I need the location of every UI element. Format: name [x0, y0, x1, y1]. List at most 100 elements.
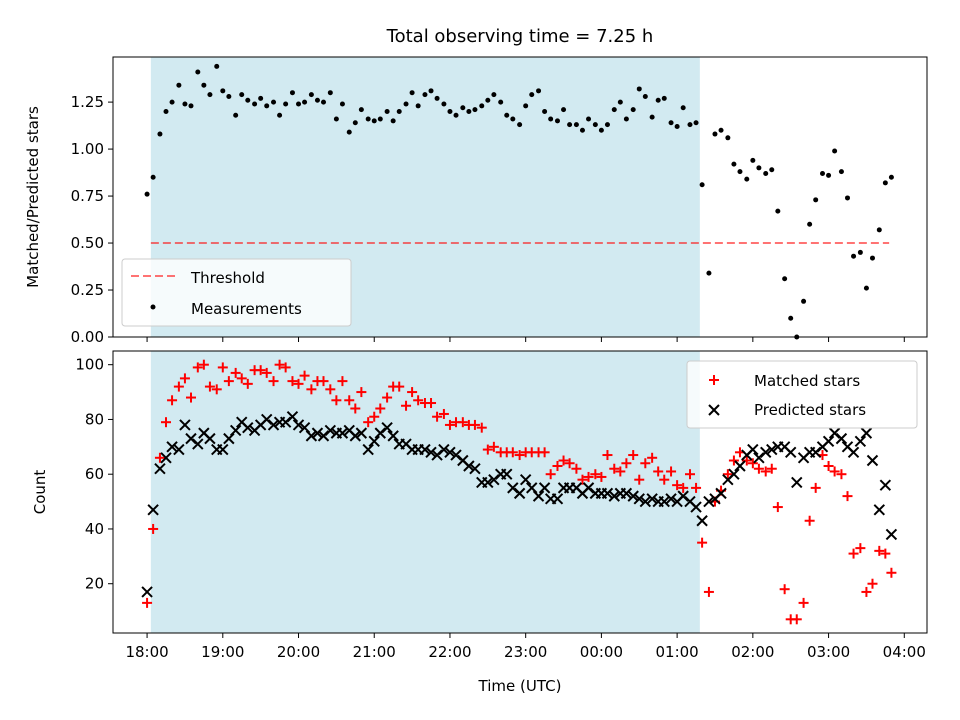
- measurement-points: [144, 63, 894, 340]
- measurement-point: [712, 131, 718, 137]
- predicted-star-marker: [822, 435, 835, 448]
- matched-star-marker: [772, 502, 783, 513]
- matched-star-marker: [344, 395, 355, 406]
- y-tick-label: 0.00: [71, 328, 104, 346]
- predicted-star-markers: [141, 411, 898, 598]
- count-y-ticks: 20 40 60 80 100: [75, 356, 113, 593]
- measurement-point: [617, 99, 623, 105]
- matched-star-marker: [647, 452, 658, 463]
- x-tick-label: 21:00: [353, 643, 396, 661]
- matched-star-marker: [874, 545, 885, 556]
- matched-star-marker: [274, 359, 285, 370]
- measurement-point: [718, 127, 724, 133]
- measurement-point: [517, 122, 523, 128]
- matched-star-marker: [842, 491, 853, 502]
- measurement-point: [869, 255, 875, 261]
- matched-star-marker: [325, 384, 336, 395]
- measurement-point: [403, 101, 409, 107]
- matched-star-marker: [545, 469, 556, 480]
- measurement-point: [561, 107, 567, 113]
- measurement-point: [888, 174, 894, 180]
- matched-star-marker: [306, 384, 317, 395]
- measurement-point: [472, 107, 478, 113]
- x-tick-label: 19:00: [201, 643, 244, 661]
- matched-star-marker: [861, 586, 872, 597]
- x-tick-label: 02:00: [731, 643, 774, 661]
- predicted-star-marker: [646, 493, 658, 505]
- y-tick-label: 1.25: [71, 93, 104, 111]
- measurement-point: [214, 63, 220, 69]
- measurement-point: [623, 116, 629, 122]
- matched-star-marker: [457, 417, 468, 428]
- measurement-point: [801, 298, 807, 304]
- matched-star-marker: [653, 466, 664, 477]
- predicted-star-marker: [835, 432, 848, 445]
- x-tick-label: 22:00: [428, 643, 471, 661]
- matched-star-marker: [766, 463, 777, 474]
- matched-star-marker: [154, 452, 165, 463]
- y-tick-label: 0.50: [71, 234, 104, 252]
- predicted-star-marker: [154, 463, 166, 475]
- measurement-point: [460, 105, 466, 111]
- measurement-point: [668, 120, 674, 126]
- measurement-point: [283, 101, 289, 107]
- matched-star-marker: [659, 474, 670, 485]
- matched-star-marker: [363, 417, 374, 428]
- measurement-point: [510, 116, 516, 122]
- predicted-star-marker: [292, 419, 305, 431]
- matched-star-marker: [552, 460, 563, 471]
- matched-star-marker: [488, 441, 499, 452]
- measurement-point: [611, 107, 617, 113]
- matched-star-marker: [558, 455, 569, 466]
- measurement-point: [245, 97, 251, 103]
- matched-star-marker: [583, 471, 594, 482]
- matched-star-marker: [514, 450, 525, 461]
- measurement-point: [567, 122, 573, 128]
- predicted-star-marker: [242, 421, 254, 434]
- measurement-point: [642, 93, 648, 99]
- predicted-star-marker: [305, 430, 318, 442]
- matched-star-marker: [577, 474, 588, 485]
- x-tick-label: 01:00: [656, 643, 699, 661]
- matched-star-marker: [236, 373, 247, 384]
- matched-star-marker: [621, 458, 632, 469]
- measurement-point: [409, 90, 415, 96]
- measurement-point: [434, 95, 440, 101]
- measurement-point: [680, 105, 686, 111]
- measurement-point: [554, 118, 560, 124]
- measurement-point: [655, 97, 661, 103]
- matched-star-marker: [204, 381, 215, 392]
- measurement-point: [832, 148, 838, 154]
- predicted-star-marker: [381, 421, 393, 434]
- matched-star-marker: [413, 395, 424, 406]
- matched-star-marker: [886, 567, 897, 578]
- matched-star-marker: [268, 376, 279, 387]
- predicted-star-marker: [873, 504, 886, 516]
- predicted-star-marker: [368, 435, 380, 448]
- measurement-point: [687, 122, 693, 128]
- measurement-point: [491, 92, 497, 98]
- measurement-point: [252, 101, 258, 107]
- legend-predicted-swatch: [708, 404, 720, 416]
- y-tick-label: 0.25: [71, 281, 104, 299]
- matched-star-marker: [375, 403, 386, 414]
- measurement-point: [384, 108, 390, 114]
- predicted-star-marker: [633, 493, 645, 505]
- predicted-star-marker: [847, 446, 860, 459]
- count-axes-frame: [112, 350, 928, 634]
- measurement-point: [314, 97, 320, 103]
- predicted-star-marker: [147, 504, 159, 516]
- matched-star-marker: [823, 460, 834, 471]
- measurement-point: [466, 108, 472, 114]
- predicted-star-marker: [217, 443, 229, 456]
- predicted-star-marker: [311, 427, 324, 439]
- predicted-star-marker: [601, 487, 614, 500]
- measurement-point: [820, 171, 826, 177]
- legend-cross-marker: [708, 404, 720, 416]
- measurement-point: [788, 315, 794, 321]
- matched-star-marker: [628, 450, 639, 461]
- count-legend: Matched stars Predicted stars: [686, 360, 918, 429]
- measurement-point: [844, 195, 850, 201]
- matched-star-marker: [804, 515, 815, 526]
- matched-star-marker: [539, 447, 550, 458]
